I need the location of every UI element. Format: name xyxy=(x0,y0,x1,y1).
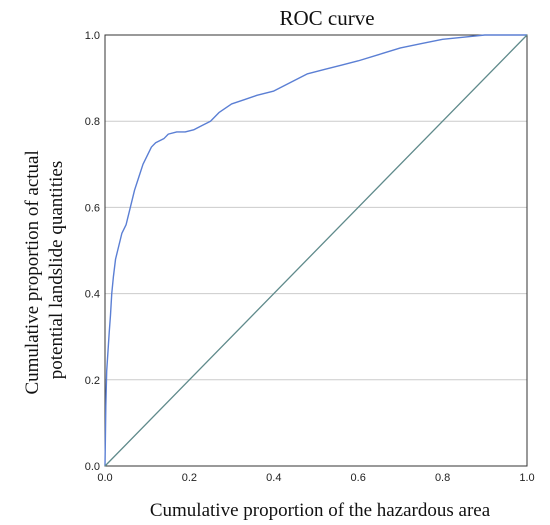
x-tick-label-4: 0.8 xyxy=(435,472,450,484)
x-axis-label: Cumulative proportion of the hazardous a… xyxy=(150,500,491,521)
x-tick-label-0: 0.0 xyxy=(97,472,112,484)
y-tick-label-1: 0.2 xyxy=(85,375,100,387)
y-tick-label-2: 0.4 xyxy=(85,289,100,301)
y-tick-label-4: 0.8 xyxy=(85,116,100,128)
roc-curve-line xyxy=(104,34,527,467)
y-axis-label-line-2: potential landslide quantities xyxy=(46,161,67,379)
reference-diagonal-line xyxy=(104,34,528,467)
x-tick-label-2: 0.4 xyxy=(266,472,281,484)
x-tick-label-1: 0.2 xyxy=(182,472,197,484)
chart-title: ROC curve xyxy=(279,6,374,30)
y-tick-label-0: 0.0 xyxy=(85,461,100,473)
plot-border xyxy=(104,34,528,467)
x-tick-label-5: 1.0 xyxy=(519,472,534,484)
y-tick-label-5: 1.0 xyxy=(85,30,100,42)
plot-frame xyxy=(104,34,528,467)
tick-labels: 0.0 0.2 0.4 0.6 0.8 1.0 0.0 0.2 0.4 0.6 0.8 1.0 xyxy=(85,30,535,484)
y-axis-label: Cumulative proportion of actual potentia… xyxy=(22,145,67,394)
x-tick-label-3: 0.6 xyxy=(351,472,366,484)
y-axis-label-line-1: Cumulative proportion of actual xyxy=(22,150,43,394)
y-tick-label-3: 0.6 xyxy=(85,202,100,214)
grid-lines xyxy=(105,120,527,381)
series-layer xyxy=(104,34,528,467)
